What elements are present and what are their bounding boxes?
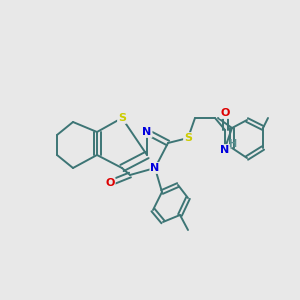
Text: O: O [105, 178, 115, 188]
Text: O: O [220, 108, 230, 118]
Text: H: H [228, 139, 236, 149]
Text: N: N [150, 163, 160, 173]
Text: N: N [220, 145, 230, 155]
Text: S: S [184, 133, 192, 143]
Text: S: S [118, 113, 126, 123]
Text: N: N [142, 127, 152, 137]
